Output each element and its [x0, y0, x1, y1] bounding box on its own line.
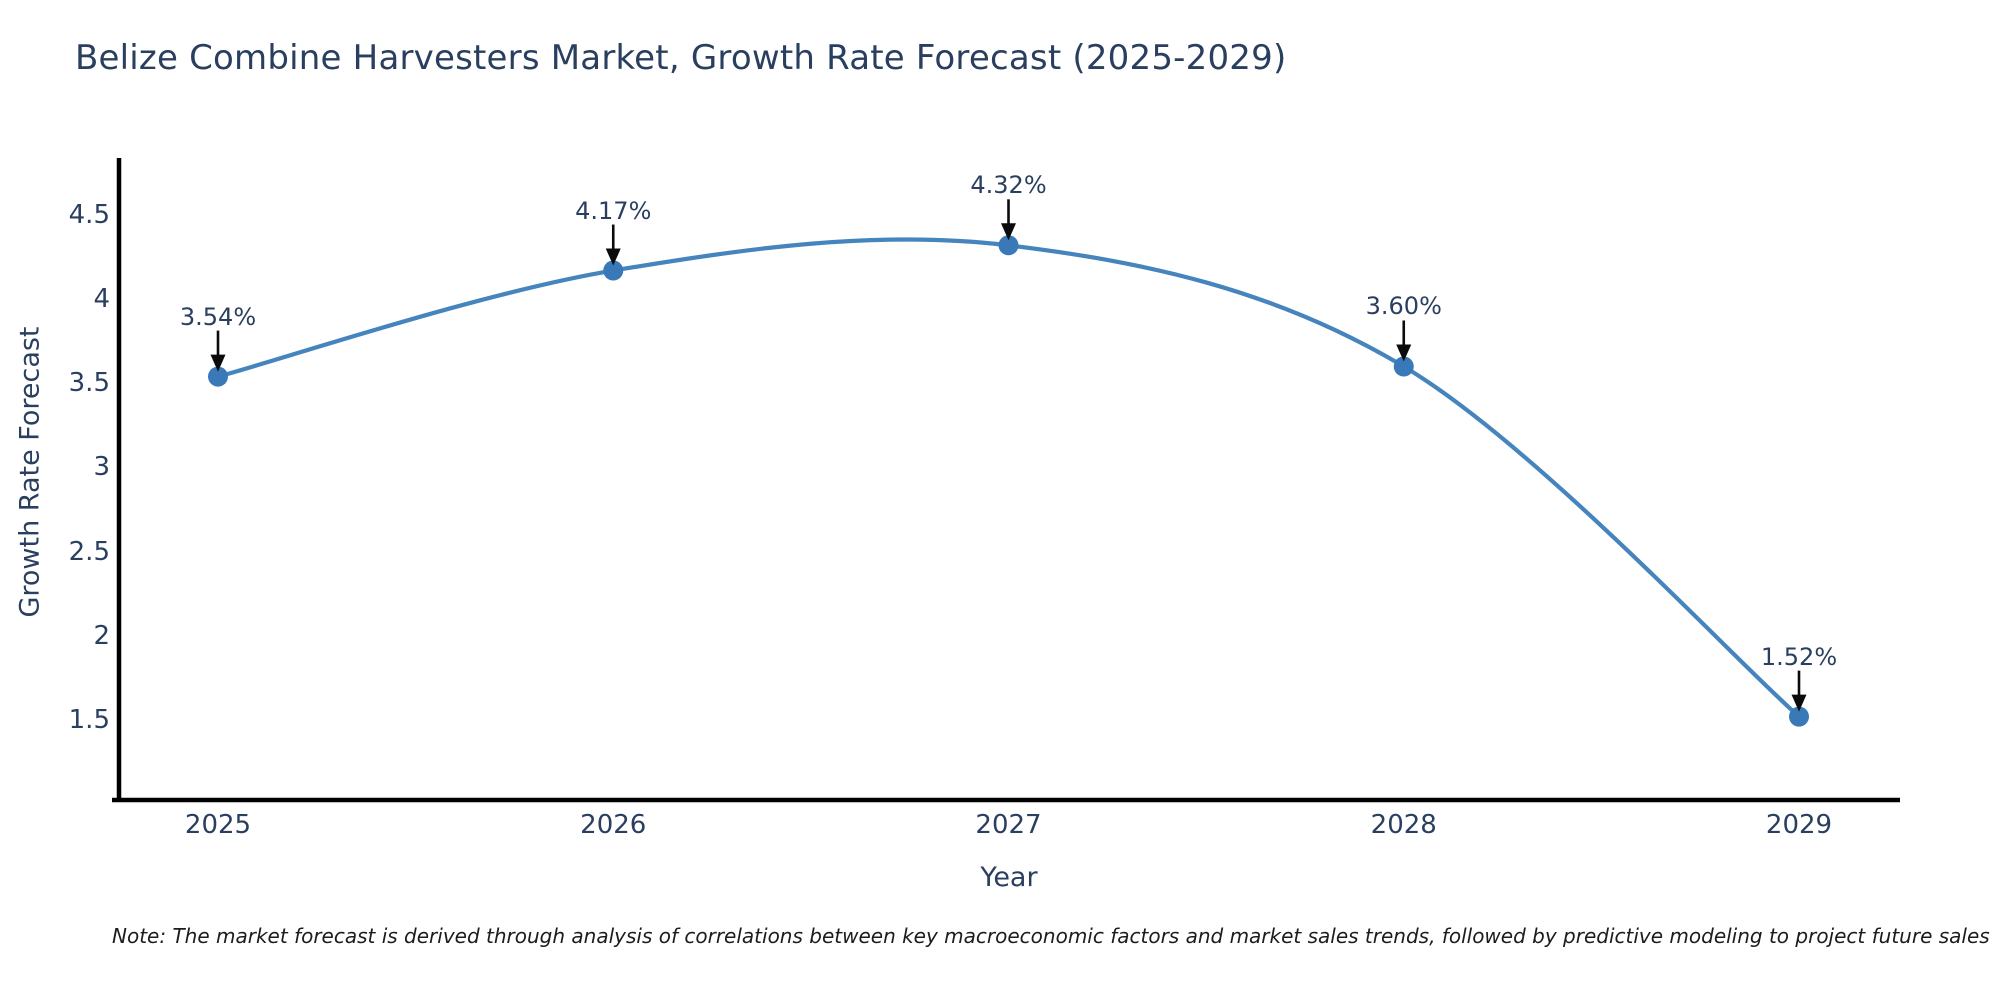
data-point-marker — [1789, 706, 1809, 727]
chart-title: Belize Combine Harvesters Market, Growth… — [75, 38, 1287, 78]
x-tick-label: 2029 — [1765, 810, 1833, 840]
x-axis-title: Year — [980, 862, 1038, 893]
data-point-label: 3.54% — [179, 302, 257, 331]
data-point-marker — [1393, 356, 1414, 377]
x-tick-label: 2027 — [975, 810, 1042, 840]
y-tick-label: 1.5 — [68, 704, 110, 735]
data-point-marker — [208, 366, 228, 387]
annotation-arrowhead — [210, 354, 226, 372]
data-point-label: 4.32% — [970, 171, 1047, 200]
annotation-arrowhead — [1791, 694, 1807, 712]
y-tick-label: 2.5 — [68, 536, 110, 567]
annotation-arrowhead — [1396, 344, 1412, 362]
annotation-arrowhead — [1001, 223, 1016, 241]
data-point-marker — [603, 260, 624, 281]
y-tick-label: 3 — [93, 452, 110, 483]
data-point-marker — [998, 235, 1019, 256]
footnote: Note: The market forecast is derived thr… — [112, 924, 1990, 948]
y-axis-title: Growth Rate Forecast — [14, 326, 46, 618]
y-tick-label: 3.5 — [68, 368, 110, 399]
data-point-label: 4.17% — [575, 196, 652, 225]
y-tick-label: 4 — [93, 284, 110, 315]
data-point-label: 1.52% — [1760, 642, 1838, 671]
annotation-arrowhead — [605, 248, 621, 266]
x-tick-label: 2026 — [580, 810, 647, 840]
y-tick-label: 4.5 — [68, 200, 110, 230]
data-point-label: 3.60% — [1365, 292, 1442, 321]
x-tick-label: 2028 — [1370, 810, 1437, 840]
x-tick-label: 2025 — [184, 810, 252, 840]
forecast-line — [215, 237, 1802, 719]
y-tick-label: 2 — [93, 620, 110, 651]
